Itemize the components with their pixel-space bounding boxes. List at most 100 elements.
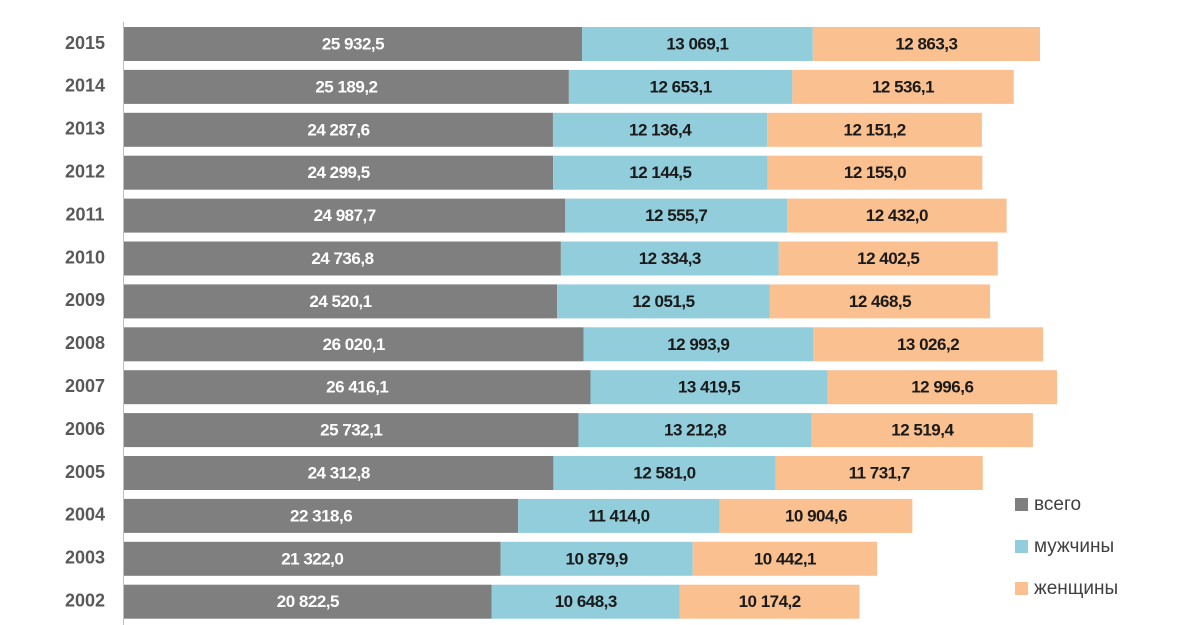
value-label: 12 151,2 [844, 120, 906, 139]
bar-segment [787, 198, 1007, 233]
value-label: 12 051,5 [632, 292, 694, 311]
bar-segment [124, 456, 554, 490]
bar-segment [124, 413, 579, 448]
value-label: 12 993,9 [667, 335, 729, 354]
bar-segment [775, 456, 983, 490]
value-label: 12 334,3 [639, 249, 701, 268]
bar-segment [767, 155, 983, 190]
value-label: 12 155,0 [844, 163, 906, 182]
bar-segment [553, 456, 776, 490]
legend-label: всего [1034, 494, 1081, 515]
value-label: 25 732,1 [320, 421, 382, 440]
bar-segment [692, 541, 878, 576]
bar-segment [582, 27, 813, 61]
bar-segment [124, 284, 558, 319]
bar-segment [124, 370, 591, 405]
legend-swatch [1015, 498, 1028, 511]
bar-segment [518, 498, 720, 533]
bar-segment [813, 327, 1044, 362]
value-label: 12 555,7 [645, 206, 707, 225]
bar-segment [124, 327, 584, 362]
value-label: 10 174,2 [739, 592, 801, 611]
bar-segment [590, 370, 828, 405]
bar-segment [679, 584, 860, 619]
value-label: 24 736,8 [311, 249, 373, 268]
y-tick-label: 2003 [65, 548, 105, 568]
y-tick-label: 2013 [65, 119, 105, 139]
bar-segment [124, 498, 519, 533]
bar-segment [568, 69, 793, 104]
bar-segment [719, 498, 913, 533]
value-label: 13 026,2 [897, 335, 959, 354]
value-label: 12 519,4 [891, 421, 954, 440]
bar-segment [500, 541, 693, 576]
y-tick-label: 2008 [65, 333, 105, 353]
bar-segment [124, 155, 554, 190]
value-label: 12 144,5 [629, 163, 691, 182]
value-label: 24 312,8 [308, 463, 370, 482]
value-label: 10 879,9 [566, 549, 628, 568]
value-label: 24 299,5 [307, 163, 369, 182]
value-label: 11 414,0 [588, 506, 649, 525]
legend-swatch [1015, 540, 1028, 553]
y-tick-label: 2012 [65, 161, 105, 181]
bar-segment [124, 198, 566, 233]
bar-segment [578, 413, 812, 448]
bar-segment [778, 241, 998, 276]
legend-label: мужчины [1034, 536, 1114, 557]
value-label: 13 419,5 [678, 378, 740, 397]
value-label: 13 212,8 [664, 421, 726, 440]
value-label: 26 020,1 [323, 335, 385, 354]
value-label: 12 136,4 [629, 120, 692, 139]
value-label: 10 442,1 [754, 549, 816, 568]
value-label: 10 648,3 [555, 592, 617, 611]
y-tick-label: 2011 [65, 204, 104, 224]
value-label: 22 318,6 [290, 506, 352, 525]
value-label: 12 402,5 [857, 249, 919, 268]
y-tick-label: 2005 [65, 462, 105, 482]
value-label: 21 322,0 [281, 549, 343, 568]
legend-label: женщины [1034, 578, 1118, 599]
bar-segment [124, 112, 553, 147]
bar-segment [565, 198, 788, 233]
y-tick-label: 2002 [65, 590, 105, 610]
y-tick-label: 2009 [65, 290, 105, 310]
value-label: 12 581,0 [633, 463, 695, 482]
y-tick-label: 2014 [65, 76, 105, 96]
bar-segment [124, 541, 501, 576]
value-label: 24 287,6 [307, 120, 369, 139]
value-label: 12 536,1 [872, 77, 934, 96]
value-label: 12 468,5 [849, 292, 911, 311]
value-label: 20 822,5 [277, 592, 339, 611]
bar-segment [124, 241, 561, 276]
bar-segment [827, 370, 1058, 405]
legend-swatch [1015, 582, 1028, 595]
bar-segment [811, 413, 1033, 448]
value-label: 25 932,5 [322, 34, 384, 53]
bar-segment [767, 112, 982, 147]
y-tick-label: 2004 [65, 505, 105, 525]
value-label: 12 432,0 [866, 206, 928, 225]
bar-segment [491, 584, 680, 619]
value-label: 26 416,1 [326, 378, 388, 397]
bar-segment [552, 112, 768, 147]
value-label: 12 653,1 [650, 77, 712, 96]
bar-segment [553, 155, 768, 190]
value-label: 12 996,6 [911, 378, 973, 397]
y-tick-label: 2015 [65, 33, 105, 53]
bar-segment [583, 327, 814, 362]
bar-segment [769, 284, 991, 319]
value-label: 12 863,3 [895, 34, 957, 53]
bar-segment [124, 69, 569, 104]
value-label: 13 069,1 [666, 34, 728, 53]
y-tick-label: 2006 [65, 419, 105, 439]
bar-segment [557, 284, 770, 319]
value-label: 25 189,2 [315, 77, 377, 96]
bar-segment [124, 584, 492, 619]
value-label: 24 520,1 [309, 292, 371, 311]
bar-segment [792, 69, 1014, 104]
y-tick-label: 2010 [65, 247, 105, 267]
bar-segment [812, 27, 1040, 61]
value-label: 11 731,7 [849, 463, 910, 482]
